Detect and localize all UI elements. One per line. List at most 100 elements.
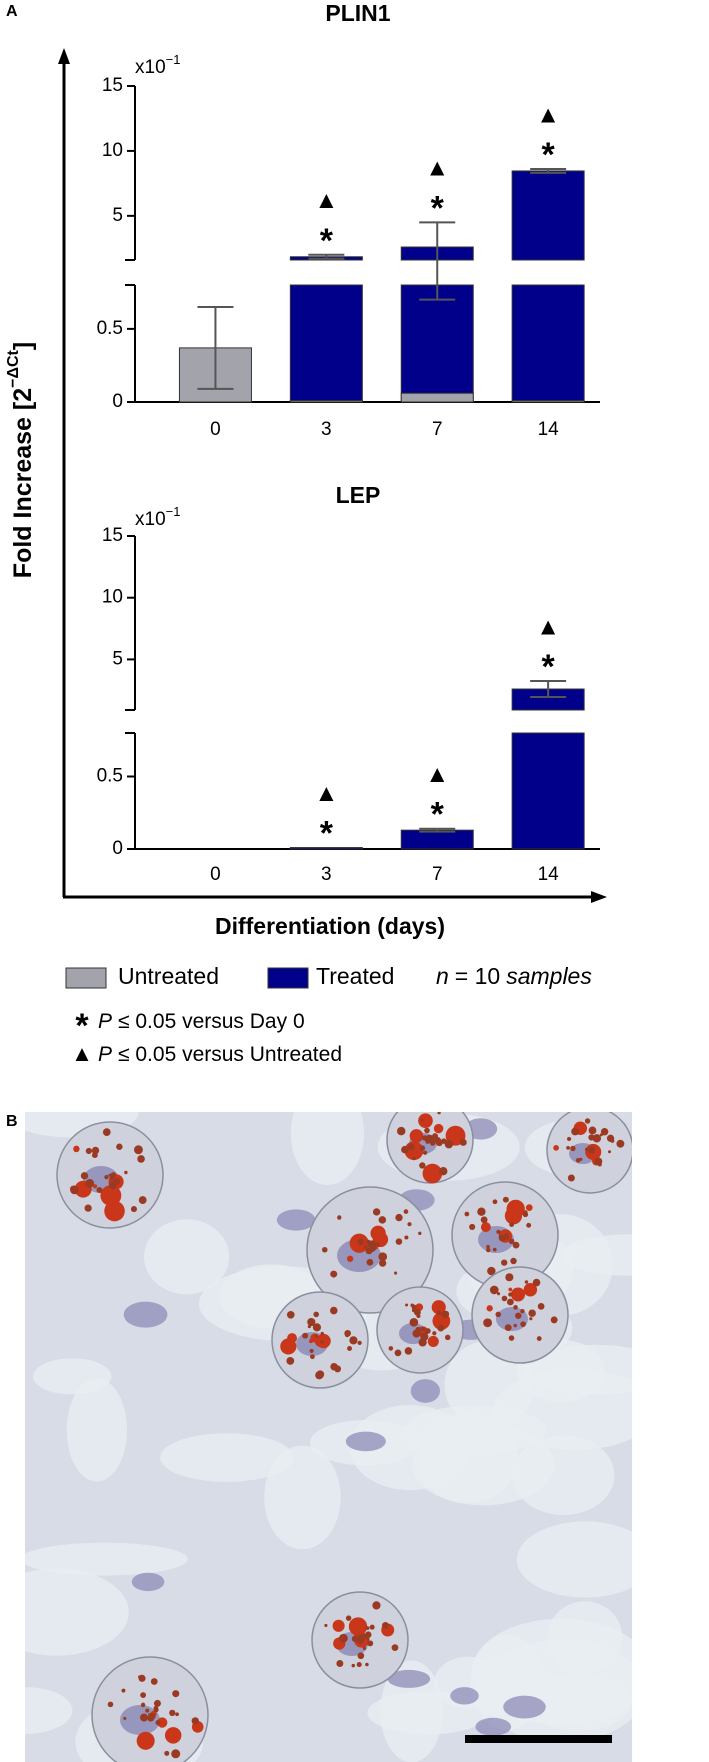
lipid-droplet (459, 1138, 467, 1146)
lipid-droplet (496, 1229, 501, 1234)
lipid-droplet (334, 1365, 342, 1373)
lipid-droplet (312, 1323, 322, 1332)
lipid-droplet (84, 1204, 92, 1212)
lipid-droplet (497, 1292, 501, 1296)
bar (400, 284, 474, 403)
cell (25, 1568, 129, 1656)
legend-label: Treated (316, 963, 394, 989)
nucleus (120, 1705, 160, 1735)
note-symbol: ▲ (71, 1041, 93, 1066)
lipid-droplet (597, 1162, 602, 1167)
lipid-droplet (375, 1242, 380, 1247)
lipid-droplet (100, 1185, 122, 1206)
micrograph-body (25, 1112, 632, 1762)
significance-marker: ▲ (536, 101, 560, 128)
lipid-droplet (492, 1199, 498, 1205)
sample-note: n = 10 samples (436, 963, 592, 989)
lipid-droplet (508, 1335, 515, 1341)
lipid-droplet (537, 1302, 545, 1310)
cell (66, 1378, 128, 1482)
lipid-droplet (486, 1244, 490, 1249)
lipid-droplet (567, 1174, 575, 1182)
lipid-droplet (424, 1328, 431, 1334)
lipid-droplet (403, 1209, 409, 1214)
lipid-droplet (169, 1709, 176, 1717)
lipid-droplet (486, 1247, 491, 1253)
lipid-droplet (416, 1313, 421, 1319)
lipid-droplet (528, 1309, 536, 1317)
nucleus (475, 1717, 512, 1736)
lipid-droplet (616, 1139, 625, 1148)
lipid-droplet (566, 1136, 572, 1142)
lipid-droplet (104, 1174, 109, 1180)
lipid-droplet (140, 1702, 146, 1708)
y-tick-label: 10 (102, 587, 123, 608)
lipid-droplet (93, 1184, 98, 1189)
lipid-droplet (366, 1239, 371, 1244)
lipid-droplet (508, 1292, 513, 1297)
lipid-droplet (348, 1617, 368, 1636)
lipid-droplet (155, 1719, 161, 1726)
lipid-droplet (401, 1145, 409, 1154)
significance-marker: ▲ (314, 187, 338, 214)
lipid-droplet (510, 1257, 517, 1265)
lipid-droplet (434, 1136, 442, 1144)
x-tick-label: 3 (321, 419, 332, 440)
lipid-droplet (524, 1280, 529, 1284)
lipid-droplet (422, 1163, 443, 1184)
lipid-droplet (504, 1233, 509, 1237)
lipid-droplet (508, 1238, 515, 1245)
lipid-droplet (427, 1335, 439, 1347)
sample-count: = 10 (455, 963, 500, 989)
lipid-droplet (130, 1206, 137, 1213)
significance-marker: * (542, 136, 556, 174)
lipid-droplet (175, 1712, 179, 1717)
lipid-droplet (588, 1126, 597, 1135)
nucleus (123, 1301, 168, 1328)
lipid-droplet (608, 1150, 612, 1154)
y-label-close: ] (9, 342, 37, 350)
nucleus (503, 1695, 546, 1719)
lipid-droplet (508, 1287, 513, 1292)
sample-n: n (436, 963, 449, 989)
lipid-droplet (80, 1172, 89, 1180)
cell (264, 1445, 341, 1550)
arrow-head (591, 891, 607, 903)
arrow-head (58, 48, 70, 64)
lipid-droplet (441, 1310, 450, 1319)
lipid-droplet (91, 1146, 100, 1155)
lipid-droplet (444, 1334, 451, 1341)
lipid-droplet (345, 1615, 352, 1621)
axis-multiplier: x10−1 (135, 504, 180, 530)
lipid-droplet (104, 1200, 125, 1222)
lipid-droplet (157, 1717, 168, 1728)
x-tick-label: 7 (432, 864, 443, 885)
x-tick-label: 3 (321, 864, 332, 885)
lipid-droplet (191, 1717, 199, 1725)
lipid-droplet (313, 1311, 319, 1318)
y-tick-label: 0 (112, 838, 123, 859)
lipid-droplet (404, 1235, 409, 1240)
lipid-droplet (73, 1145, 80, 1153)
lipid-droplet (492, 1247, 497, 1252)
lipid-droplet (145, 1708, 150, 1713)
lipid-droplet (357, 1652, 365, 1660)
lipid-droplet (140, 1713, 149, 1722)
significance-marker: ▲ (425, 155, 449, 182)
lipid-droplet (366, 1258, 374, 1266)
lipid-droplet (391, 1644, 399, 1651)
lipid-droplet (309, 1339, 313, 1344)
lipid-droplet (286, 1310, 295, 1319)
bar (511, 400, 585, 403)
lipid-droplet (419, 1162, 426, 1169)
lipid-droplet (477, 1207, 486, 1216)
lipid-droplet (610, 1138, 615, 1143)
lipid-droplet (587, 1146, 596, 1154)
significance-marker: ▲ (314, 780, 338, 807)
lipid-droplet (483, 1318, 493, 1328)
lipid-droplet (394, 1271, 398, 1275)
lipid-droplet (396, 1126, 406, 1136)
lipid-droplet (381, 1621, 389, 1629)
lipid-droplet (433, 1123, 444, 1134)
lipid-droplet (369, 1624, 375, 1630)
